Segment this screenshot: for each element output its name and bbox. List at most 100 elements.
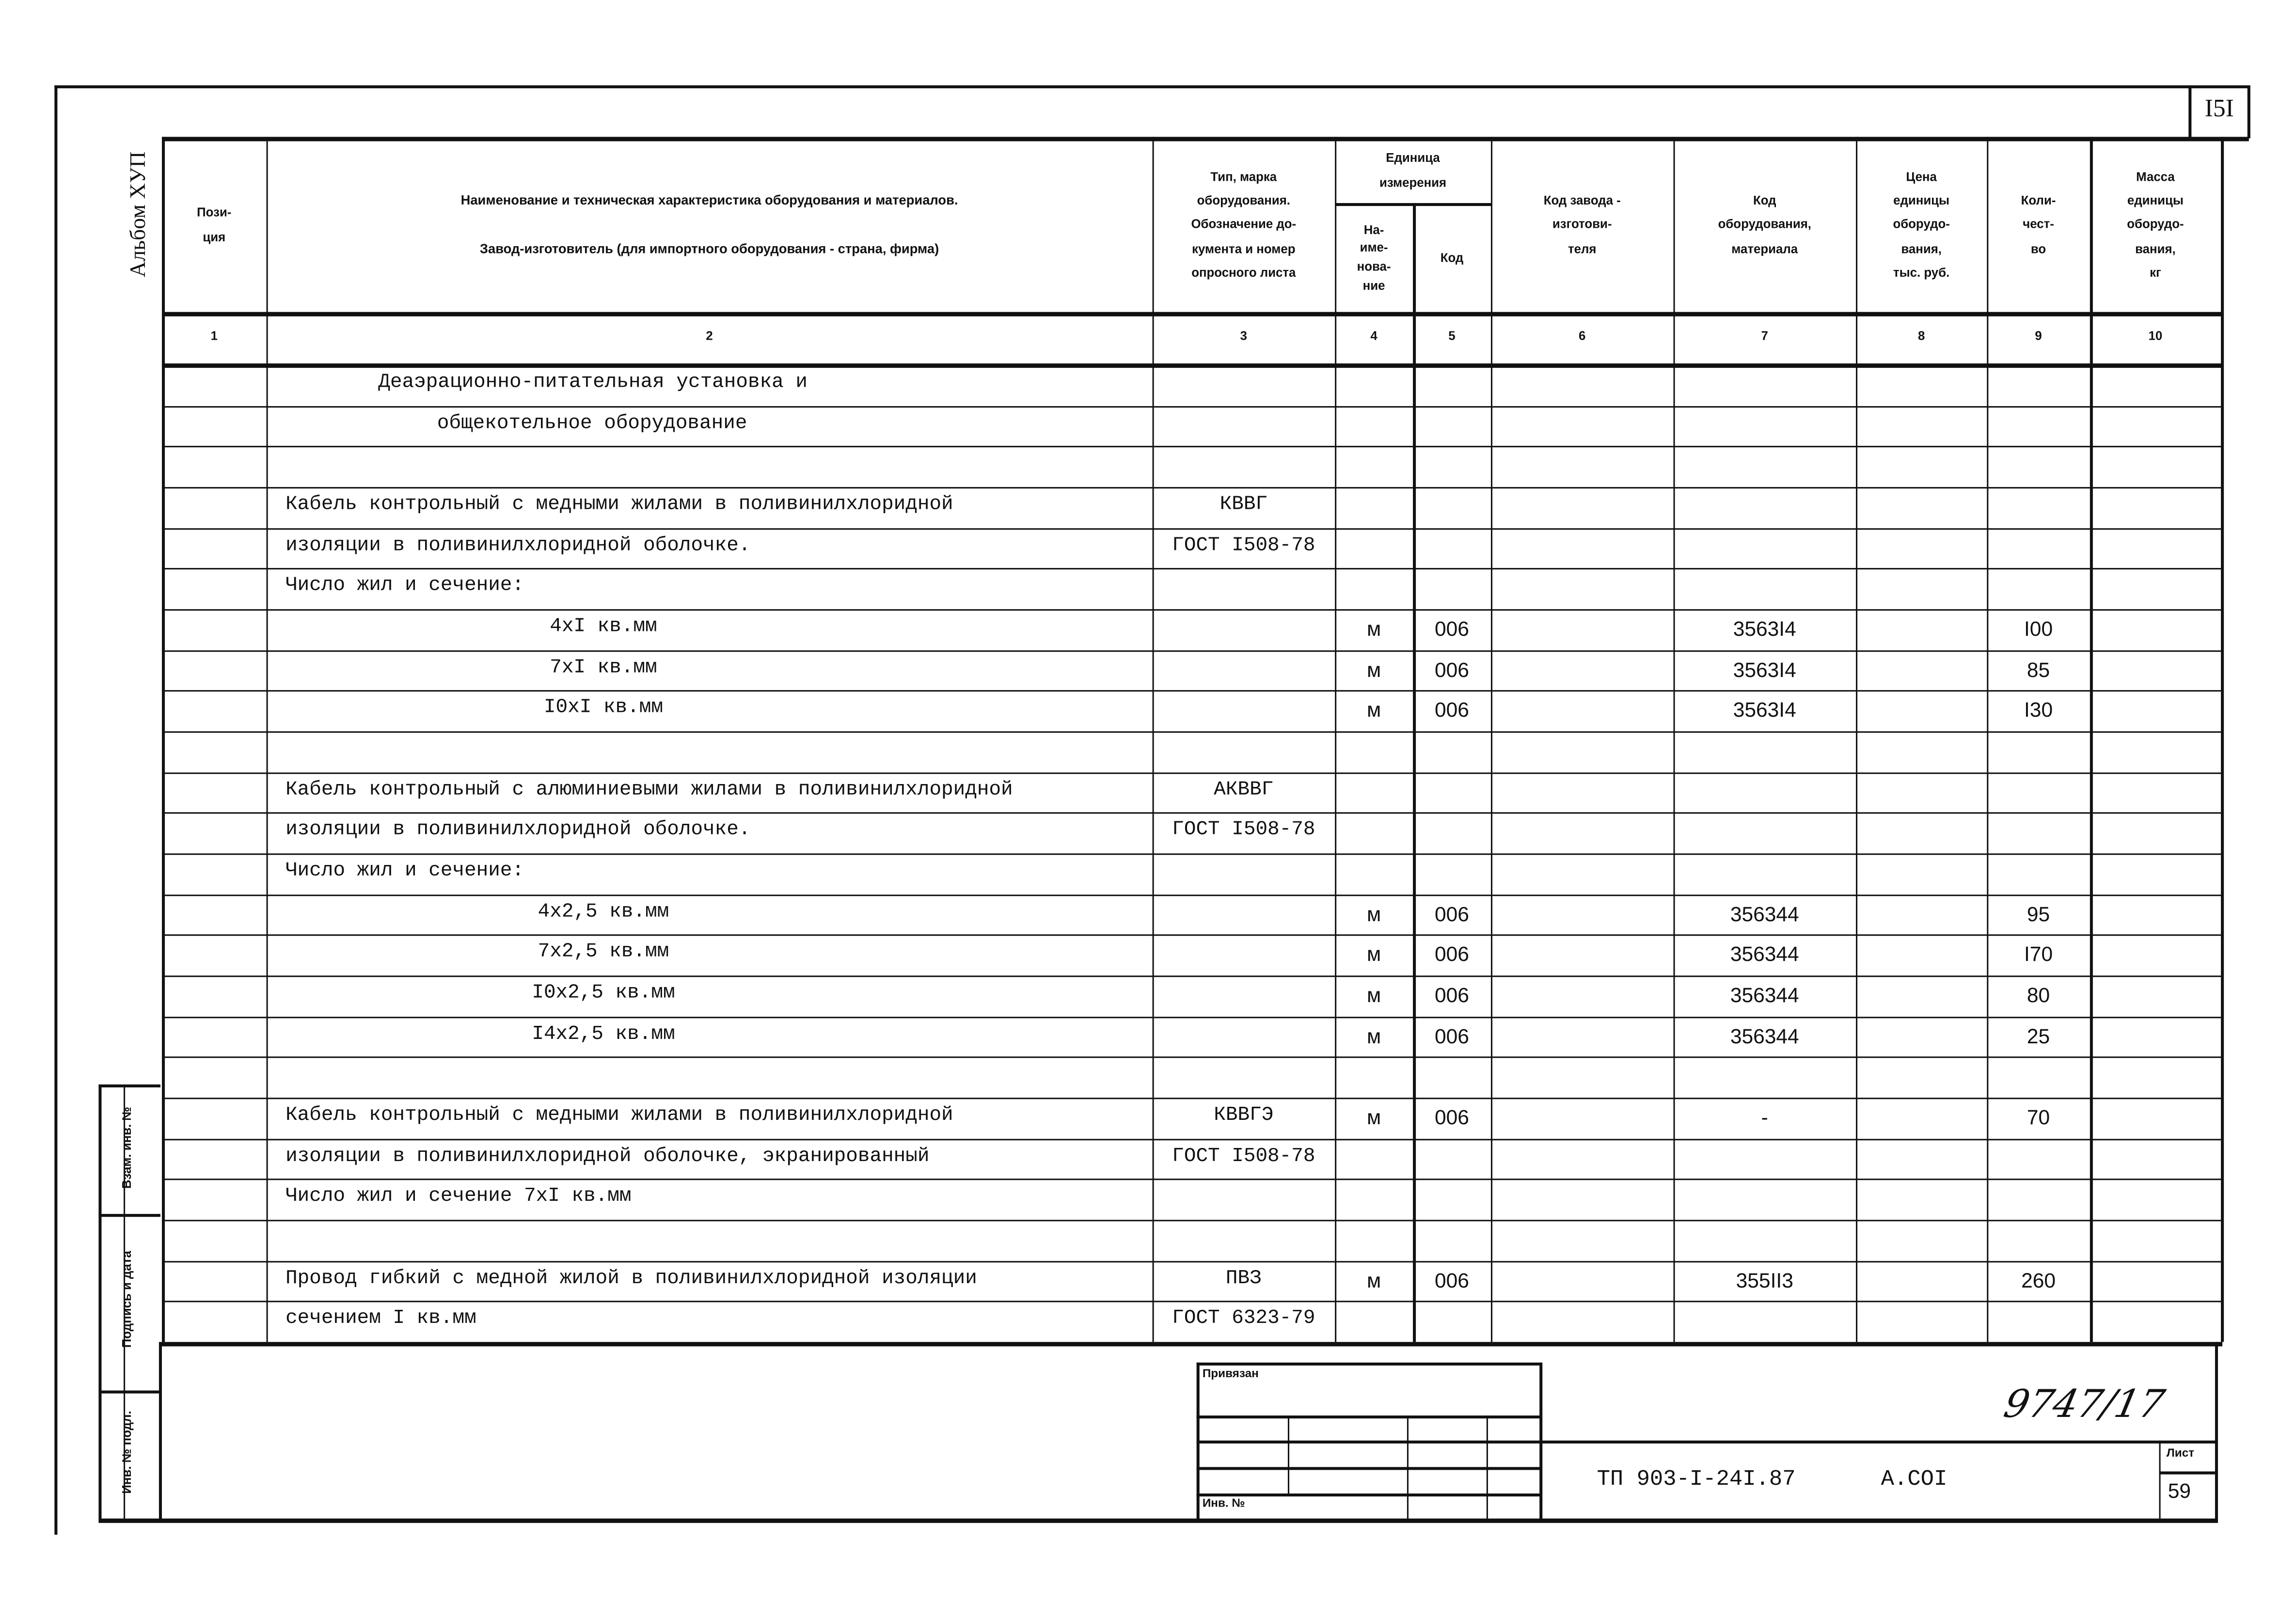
table-row [0, 446, 2296, 487]
cell-name: Число жил и сечение: [285, 861, 524, 883]
cell-unit-code: 006 [1435, 1105, 1469, 1129]
row-line [162, 691, 2223, 692]
table-row: 4xI кв.мм м 006 3563I4 I00 [0, 609, 2296, 650]
row-line [162, 853, 2223, 855]
sheet-page-number: 59 [2168, 1478, 2191, 1503]
header-col8: Цена единицы оборудо- вания, тыс. руб. [1893, 169, 1950, 280]
title-block-top [1539, 1440, 2217, 1444]
table-row [0, 1057, 2296, 1098]
cell-qty: 85 [2027, 657, 2050, 681]
cell-code: 3563I4 [1733, 657, 1796, 681]
cell-name: общекотельное оборудование [437, 413, 747, 435]
stamp-col [1407, 1415, 1409, 1520]
cell-code: 356344 [1730, 901, 1799, 925]
cell-name: 7x2,5 кв.мм [538, 942, 669, 964]
cell-qty: I30 [2024, 698, 2053, 722]
table-row: Число жил и сечение 7xI кв.мм [0, 1179, 2296, 1220]
row-line [162, 446, 2223, 448]
side-stamp-top [98, 1084, 160, 1087]
column-number: 8 [1917, 328, 1925, 343]
cell-name: Кабель контрольный с медными жилами в по… [285, 494, 953, 517]
cell-name: Кабель контрольный с медными жилами в по… [285, 1105, 953, 1127]
side-stamp-field-replace-inv: Взам. инв. № [119, 1106, 134, 1189]
numbers-bottom [162, 363, 2223, 367]
cell-name: I4x2,5 кв.мм [532, 1023, 675, 1046]
sheet-number-box [2188, 85, 2191, 139]
stamp-row-line [1196, 1440, 1541, 1443]
row-line [162, 487, 2223, 489]
cell-unit: м [1366, 1023, 1381, 1047]
row-line [162, 609, 2223, 611]
row-line [162, 1098, 2223, 1100]
handwritten-number: 9747/17 [2000, 1383, 2169, 1428]
column-line [1335, 137, 1337, 1342]
column-line [2090, 137, 2093, 1342]
table-row: изоляции в поливинилхлоридной оболочке. Г… [0, 813, 2296, 853]
cell-type: АКВВГ [1214, 779, 1274, 802]
cell-qty: I00 [2024, 616, 2053, 640]
header-col1: Пози- ция [197, 205, 232, 244]
table-row: 7x2,5 кв.мм м 006 356344 I70 [0, 935, 2296, 975]
row-line [162, 1342, 2223, 1346]
cell-unit-code: 006 [1435, 942, 1469, 966]
column-line [1856, 137, 1858, 1342]
table-row: Кабель контрольный с алюминиевыми жилами… [0, 772, 2296, 813]
frame-right [2247, 85, 2250, 139]
cell-code: 3563I4 [1733, 698, 1796, 722]
table-row: изоляции в поливинилхлоридной оболочке, … [0, 1138, 2296, 1179]
frame-bottom [98, 1518, 2218, 1523]
cell-name: сечением I кв.мм [285, 1308, 476, 1331]
sheet-box-left [2159, 1440, 2161, 1520]
cell-type: КВВГЭ [1214, 1105, 1274, 1127]
cell-type: ГОСТ I508-78 [1172, 820, 1315, 842]
header-col3: Тип, марка оборудования. Обозначение до-… [1191, 169, 1297, 280]
album-code: А.COI [1881, 1467, 1948, 1493]
cell-code: 3563I4 [1733, 616, 1796, 640]
frame-top [54, 85, 2249, 88]
table-row: Число жил и сечение: [0, 568, 2296, 609]
column-number: 6 [1579, 328, 1586, 343]
row-line [162, 1179, 2223, 1181]
cell-name: 4x2,5 кв.мм [538, 901, 669, 924]
column-number: 2 [706, 328, 713, 343]
side-stamp-inner [124, 1084, 126, 1520]
header-col7: Код оборудования, материала [1718, 193, 1811, 256]
cell-unit-code: 006 [1435, 983, 1469, 1006]
cell-qty: 95 [2027, 901, 2050, 925]
column-line [266, 137, 269, 1342]
column-number: 3 [1240, 328, 1248, 343]
table-row: Число жил и сечение: [0, 853, 2296, 894]
table-row: I0x2,5 кв.мм м 006 356344 80 [0, 975, 2296, 1016]
header-col5: Код [1440, 250, 1464, 265]
column-number: 4 [1370, 328, 1378, 343]
cell-code: 356344 [1730, 942, 1799, 966]
cell-name: изоляции в поливинилхлоридной оболочке, … [285, 1146, 930, 1168]
cell-name: Кабель контрольный с алюминиевыми жилами… [285, 779, 1013, 802]
header-bottom [162, 312, 2223, 316]
cell-qty: I70 [2024, 942, 2053, 966]
column-line [162, 137, 165, 1342]
cell-qty: 25 [2027, 1023, 2050, 1047]
album-label: Альбом ХУП [127, 151, 151, 278]
column-line [1673, 137, 1676, 1342]
cell-code: 356344 [1730, 983, 1799, 1006]
column-number: 5 [1448, 328, 1456, 343]
cell-code: - [1761, 1105, 1768, 1129]
cell-name: Провод гибкий с медной жилой в поливинил… [285, 1268, 977, 1290]
table-row: Провод гибкий с медной жилой в поливинил… [0, 1260, 2296, 1301]
stamp-inv-label: Инв. № [1202, 1496, 1245, 1510]
cell-name: 4xI кв.мм [550, 616, 657, 639]
side-stamp-field-signature-date: Подпись и дата [119, 1251, 134, 1348]
cell-unit-code: 006 [1435, 616, 1469, 640]
table-top [162, 137, 2249, 141]
table-row [0, 731, 2296, 772]
cell-code: 355II3 [1736, 1268, 1793, 1292]
row-line [162, 1301, 2223, 1303]
table-row: 4x2,5 кв.мм м 006 356344 95 [0, 894, 2296, 935]
row-line [162, 813, 2223, 815]
cell-qty: 260 [2021, 1268, 2056, 1292]
unit-group-line [1335, 203, 1491, 206]
column-number: 1 [210, 328, 218, 343]
table-row: Деаэрационно-питательная установка и [0, 365, 2296, 406]
table-row: общекотельное оборудование [0, 406, 2296, 446]
